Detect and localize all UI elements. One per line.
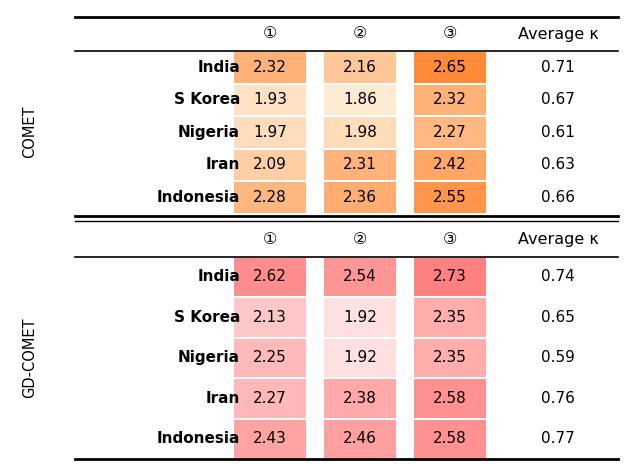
Text: Nigeria: Nigeria xyxy=(178,350,240,365)
Text: COMET: COMET xyxy=(22,106,37,158)
Text: 2.43: 2.43 xyxy=(253,431,287,446)
Bar xyxy=(234,419,306,458)
Text: 2.58: 2.58 xyxy=(433,431,467,446)
Text: 1.98: 1.98 xyxy=(343,125,377,140)
Text: 2.54: 2.54 xyxy=(343,269,377,284)
Text: 2.58: 2.58 xyxy=(433,391,467,406)
Bar xyxy=(234,117,306,148)
Text: 2.27: 2.27 xyxy=(253,391,287,406)
Text: Iran: Iran xyxy=(206,157,240,172)
Text: S Korea: S Korea xyxy=(173,92,240,107)
Text: 2.35: 2.35 xyxy=(433,350,467,365)
Text: Average κ: Average κ xyxy=(517,232,598,247)
Text: India: India xyxy=(197,60,240,75)
Bar xyxy=(324,258,396,296)
Text: 1.92: 1.92 xyxy=(343,310,377,325)
Bar xyxy=(324,84,396,115)
Text: 2.38: 2.38 xyxy=(343,391,377,406)
Text: ③: ③ xyxy=(443,232,457,247)
Bar xyxy=(324,419,396,458)
Text: 0.76: 0.76 xyxy=(541,391,575,406)
Text: 0.67: 0.67 xyxy=(541,92,575,107)
Bar xyxy=(234,182,306,212)
Text: 2.25: 2.25 xyxy=(253,350,287,365)
Text: 1.92: 1.92 xyxy=(343,350,377,365)
Text: 2.31: 2.31 xyxy=(343,157,377,172)
Bar xyxy=(234,84,306,115)
Bar xyxy=(234,338,306,377)
Text: 0.59: 0.59 xyxy=(541,350,575,365)
Bar xyxy=(234,379,306,418)
Bar xyxy=(324,117,396,148)
Bar xyxy=(414,52,486,82)
Text: 2.16: 2.16 xyxy=(343,60,377,75)
Bar xyxy=(414,117,486,148)
Text: ①: ① xyxy=(263,27,277,41)
Text: 2.28: 2.28 xyxy=(253,190,287,205)
Bar xyxy=(414,84,486,115)
Text: 0.71: 0.71 xyxy=(541,60,575,75)
Text: 2.13: 2.13 xyxy=(253,310,287,325)
Text: 2.62: 2.62 xyxy=(253,269,287,284)
Text: 2.65: 2.65 xyxy=(433,60,467,75)
Text: Indonesia: Indonesia xyxy=(157,190,240,205)
Bar xyxy=(414,298,486,336)
Text: 0.77: 0.77 xyxy=(541,431,575,446)
Text: 2.73: 2.73 xyxy=(433,269,467,284)
Text: 2.36: 2.36 xyxy=(343,190,377,205)
Bar xyxy=(324,182,396,212)
Text: ①: ① xyxy=(263,232,277,247)
Text: 1.86: 1.86 xyxy=(343,92,377,107)
Text: 0.63: 0.63 xyxy=(541,157,575,172)
Bar xyxy=(324,379,396,418)
Text: 1.97: 1.97 xyxy=(253,125,287,140)
Bar xyxy=(414,419,486,458)
Text: ③: ③ xyxy=(443,27,457,41)
Text: India: India xyxy=(197,269,240,284)
Bar xyxy=(234,150,306,180)
Text: Indonesia: Indonesia xyxy=(157,431,240,446)
Text: GD-COMET: GD-COMET xyxy=(22,317,37,398)
Text: Nigeria: Nigeria xyxy=(178,125,240,140)
Text: 0.65: 0.65 xyxy=(541,310,575,325)
Bar xyxy=(234,298,306,336)
Bar xyxy=(414,379,486,418)
Text: 0.66: 0.66 xyxy=(541,190,575,205)
Text: 2.27: 2.27 xyxy=(433,125,467,140)
Bar xyxy=(234,52,306,82)
Text: 0.74: 0.74 xyxy=(541,269,575,284)
Bar xyxy=(324,298,396,336)
Bar xyxy=(324,338,396,377)
Text: Iran: Iran xyxy=(206,391,240,406)
Bar xyxy=(414,338,486,377)
Text: 2.35: 2.35 xyxy=(433,310,467,325)
Text: 2.46: 2.46 xyxy=(343,431,377,446)
Bar xyxy=(414,182,486,212)
Text: ②: ② xyxy=(353,27,367,41)
Bar xyxy=(414,150,486,180)
Text: Average κ: Average κ xyxy=(517,27,598,41)
Text: 0.61: 0.61 xyxy=(541,125,575,140)
Bar xyxy=(324,52,396,82)
Text: ②: ② xyxy=(353,232,367,247)
Bar xyxy=(234,258,306,296)
Bar xyxy=(324,150,396,180)
Text: 2.09: 2.09 xyxy=(253,157,287,172)
Text: S Korea: S Korea xyxy=(173,310,240,325)
Text: 1.93: 1.93 xyxy=(253,92,287,107)
Text: 2.42: 2.42 xyxy=(433,157,467,172)
Bar xyxy=(414,258,486,296)
Text: 2.32: 2.32 xyxy=(253,60,287,75)
Text: 2.55: 2.55 xyxy=(433,190,467,205)
Text: 2.32: 2.32 xyxy=(433,92,467,107)
